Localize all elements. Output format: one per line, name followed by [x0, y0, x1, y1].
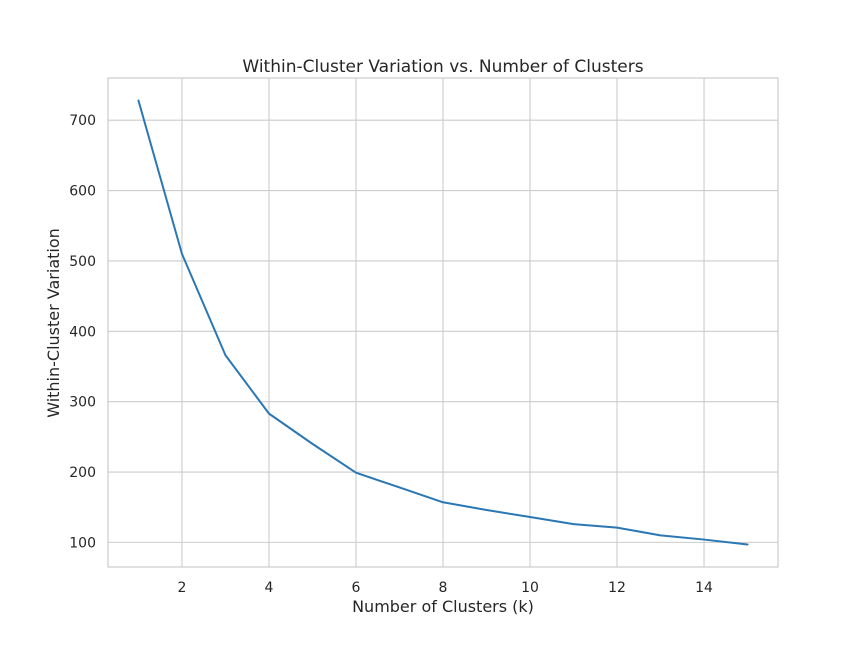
x-tick-label: 14: [695, 580, 713, 596]
y-tick-labels: 100 200 300 400 500 600 700: [69, 113, 96, 551]
y-tick-label: 600: [69, 184, 96, 200]
y-axis-label: Within-Cluster Variation: [44, 228, 63, 418]
y-tick-label: 100: [69, 535, 96, 551]
x-tick-label: 2: [178, 580, 187, 596]
x-tick-label: 4: [265, 580, 274, 596]
x-grid: [181, 78, 705, 567]
y-tick-label: 500: [69, 254, 96, 270]
chart-title: Within-Cluster Variation vs. Number of C…: [242, 57, 643, 77]
y-tick-label: 200: [69, 465, 96, 481]
x-tick-label: 6: [352, 580, 361, 596]
x-tick-label: 8: [439, 580, 448, 596]
x-tick-labels: 2 4 6 8 10 12 14: [178, 580, 714, 596]
series-line: [137, 99, 749, 546]
y-tick-label: 400: [69, 324, 96, 340]
plot-area-frame: [107, 77, 779, 568]
series-layer: [137, 99, 749, 546]
y-tick-label: 700: [69, 113, 96, 129]
x-tick-label: 10: [521, 580, 539, 596]
x-tick-label: 12: [608, 580, 626, 596]
x-axis-label: Number of Clusters (k): [352, 597, 534, 616]
y-grid: [108, 119, 778, 543]
y-tick-label: 300: [69, 395, 96, 411]
